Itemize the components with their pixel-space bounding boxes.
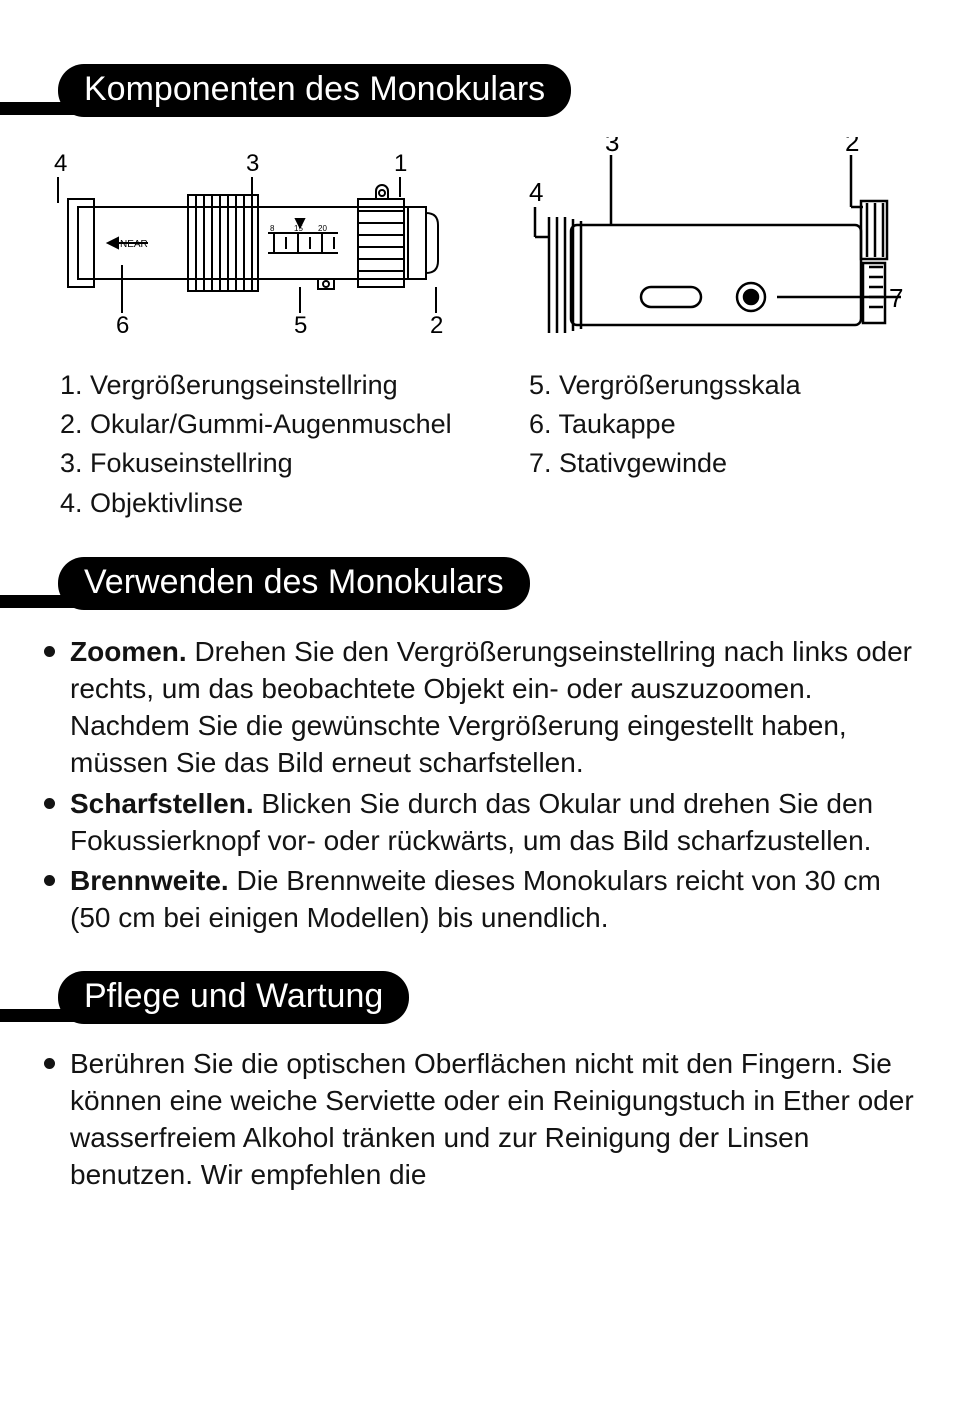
label-6: 6 — [116, 312, 129, 339]
section-components: Komponenten des Monokulars — [0, 64, 954, 117]
diagram-side-svg: 4 3 1 6 5 2 NEAR 8 15 20 — [38, 137, 458, 347]
part-6: 6. Taukappe — [529, 405, 924, 444]
parts-col-right: 5. Vergrößerungsskala 6. Taukappe 7. Sta… — [529, 366, 924, 523]
label-1: 1 — [394, 150, 407, 177]
near-text: NEAR — [120, 239, 148, 250]
diagram-bottom-view: 4 3 2 7 — [491, 137, 924, 352]
diagram-bottom-svg: 4 3 2 7 — [491, 137, 911, 347]
label-2: 2 — [430, 312, 443, 339]
section-title-using: Verwenden des Monokulars — [58, 557, 530, 610]
label-4: 4 — [54, 150, 67, 177]
section-title-text: Verwenden des Monokulars — [84, 563, 504, 601]
bullet-zoom: Zoomen. Drehen Sie den Vergrößerungseins… — [40, 634, 918, 782]
scale-lo: 8 — [270, 224, 275, 233]
part-3: 3. Fokuseinstellring — [60, 444, 499, 483]
label-3: 3 — [246, 150, 259, 177]
using-bullets: Zoomen. Drehen Sie den Vergrößerungseins… — [0, 632, 954, 938]
bullet-care-1: Berühren Sie die optischen Oberflächen n… — [40, 1046, 918, 1194]
section-title-text: Komponenten des Monokulars — [84, 70, 545, 108]
part-5: 5. Vergrößerungsskala — [529, 366, 924, 405]
part-1: 1. Vergrößerungseinstellring — [60, 366, 499, 405]
parts-col-left: 1. Vergrößerungseinstellring 2. Okular/G… — [60, 366, 499, 523]
label-5: 5 — [294, 312, 307, 339]
label-b4: 4 — [529, 177, 543, 207]
diagram-side-view: 4 3 1 6 5 2 NEAR 8 15 20 — [38, 137, 471, 352]
part-4: 4. Objektivlinse — [60, 484, 499, 523]
bullet-focal-bold: Brennweite. — [70, 865, 229, 896]
part-7: 7. Stativgewinde — [529, 444, 924, 483]
label-b3: 3 — [605, 137, 619, 157]
bullet-zoom-text: Drehen Sie den Vergrößerungseinstellring… — [70, 636, 912, 778]
diagrams-row: 4 3 1 6 5 2 NEAR 8 15 20 — [0, 117, 954, 362]
part-2: 2. Okular/Gummi-Augenmuschel — [60, 405, 499, 444]
scale-mid: 15 — [294, 224, 303, 233]
scale-hi: 20 — [318, 224, 327, 233]
bullet-focal: Brennweite. Die Brennweite dieses Monoku… — [40, 863, 918, 937]
section-title-components: Komponenten des Monokulars — [58, 64, 571, 117]
bullet-focus-bold: Scharfstellen. — [70, 788, 254, 819]
bullet-care-1-text: Berühren Sie die optischen Oberflächen n… — [70, 1048, 914, 1190]
bullet-focus: Scharfstellen. Blicken Sie durch das Oku… — [40, 786, 918, 860]
section-title-care: Pflege und Wartung — [58, 971, 409, 1024]
care-bullets: Berühren Sie die optischen Oberflächen n… — [0, 1044, 954, 1194]
section-using: Verwenden des Monokulars — [0, 557, 954, 610]
section-care: Pflege und Wartung — [0, 971, 954, 1024]
bullet-zoom-bold: Zoomen. — [70, 636, 187, 667]
section-title-text: Pflege und Wartung — [84, 977, 383, 1015]
label-b2: 2 — [845, 137, 859, 157]
parts-list: 1. Vergrößerungseinstellring 2. Okular/G… — [0, 362, 954, 533]
label-b7: 7 — [889, 283, 903, 313]
